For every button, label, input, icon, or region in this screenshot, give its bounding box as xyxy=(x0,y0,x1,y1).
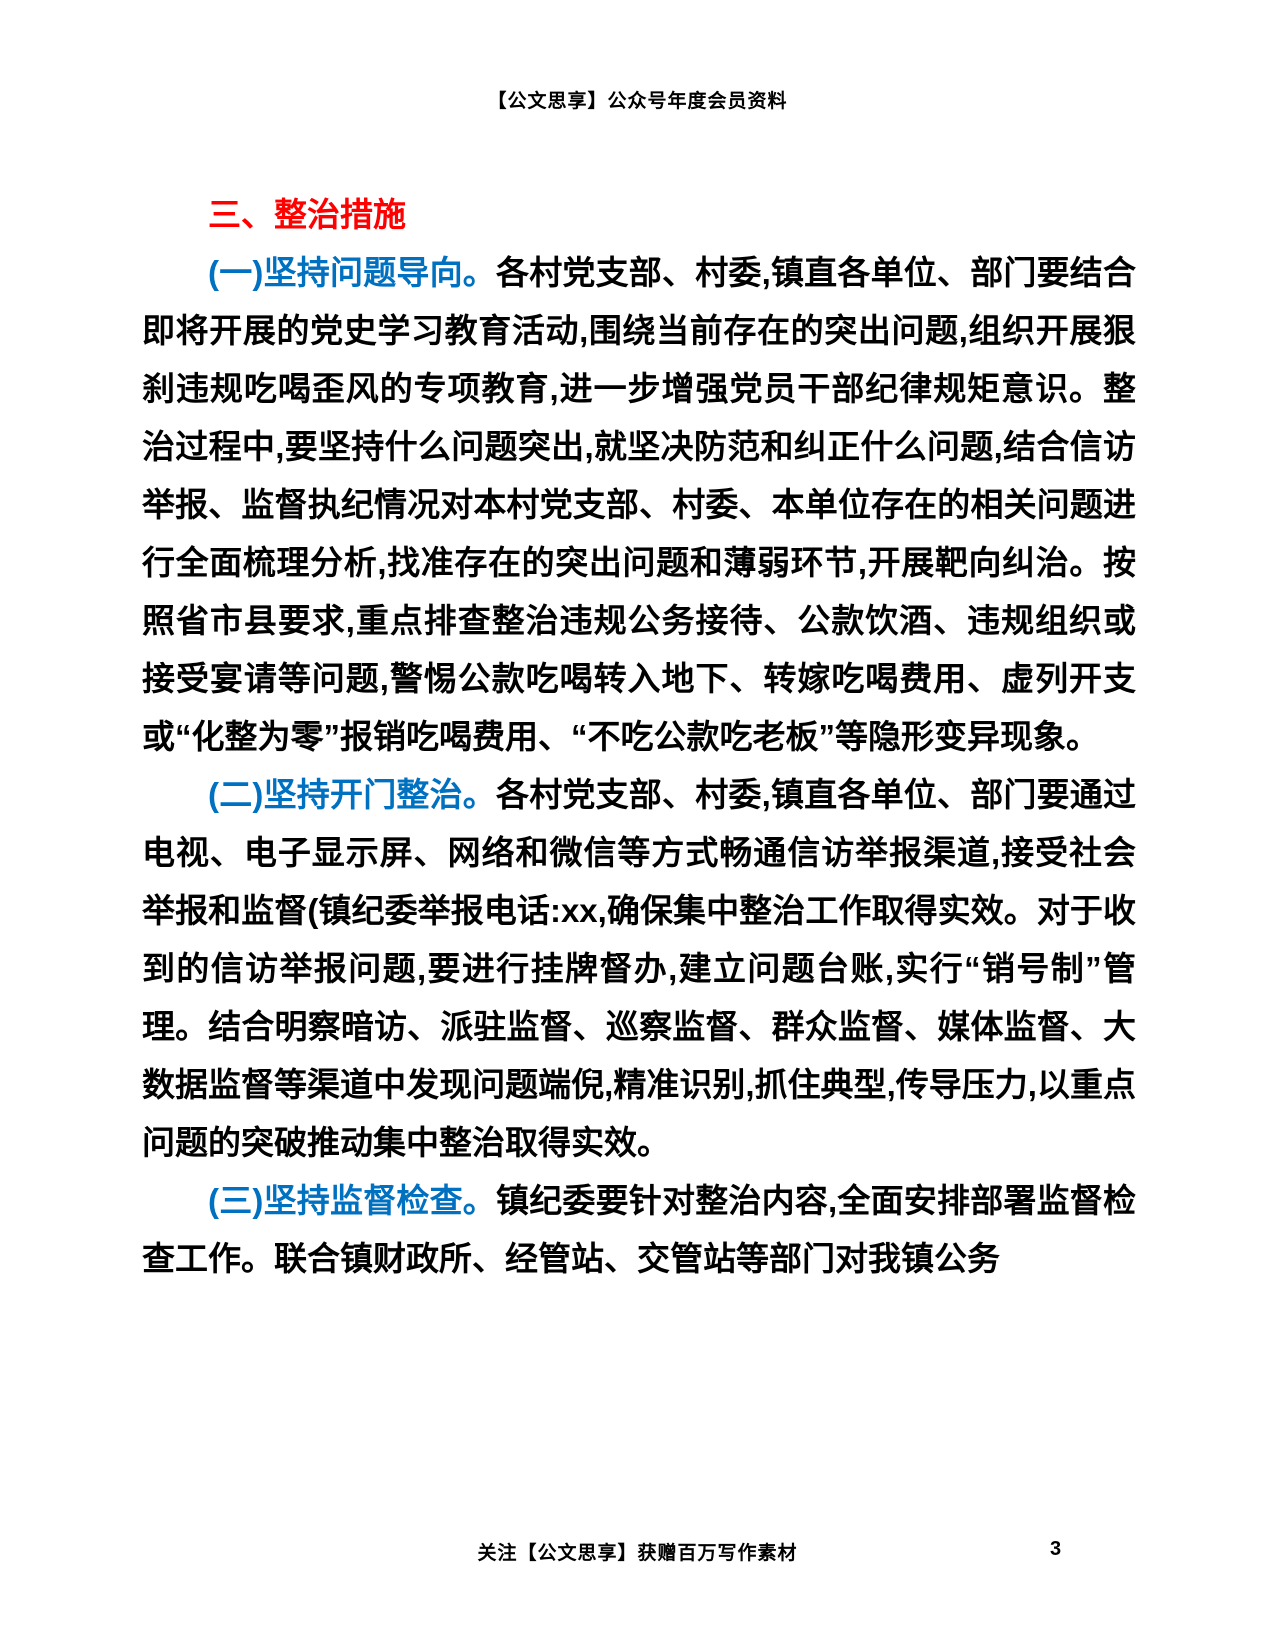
paragraph: (三)坚持监督检查。镇纪委要针对整治内容,全面安排部署监督检查工作。联合镇财政所… xyxy=(142,1172,1136,1288)
paragraph-lead: (二)坚持开门整治。 xyxy=(208,776,496,813)
paragraph: (一)坚持问题导向。各村党支部、村委,镇直各单位、部门要结合即将开展的党史学习教… xyxy=(142,244,1136,766)
paragraph-body: 各村党支部、村委,镇直各单位、部门要结合即将开展的党史学习教育活动,围绕当前存在… xyxy=(142,254,1136,755)
paragraph-lead: (一)坚持问题导向。 xyxy=(208,254,496,291)
paragraph-body: 镇纪委要针对整治内容,全面安排部署监督检查工作。联合镇财政所、经管站、交管站等部… xyxy=(142,1182,1136,1277)
paragraph: (二)坚持开门整治。各村党支部、村委,镇直各单位、部门要通过电视、电子显示屏、网… xyxy=(142,766,1136,1172)
footer-text: 关注【公文思享】获赠百万写作素材 xyxy=(477,1543,798,1564)
document-body: 三、整治措施 (一)坚持问题导向。各村党支部、村委,镇直各单位、部门要结合即将开… xyxy=(142,186,1136,1288)
page-number: 3 xyxy=(1050,1538,1062,1560)
paragraph-lead: (三)坚持监督检查。 xyxy=(208,1182,496,1219)
section-heading: 三、整治措施 xyxy=(208,196,406,233)
paragraph-body: 各村党支部、村委,镇直各单位、部门要通过电视、电子显示屏、网络和微信等方式畅通信… xyxy=(142,776,1136,1161)
page-header: 【公文思享】公众号年度会员资料 xyxy=(487,91,788,112)
page-footer: 关注【公文思享】获赠百万写作素材 3 xyxy=(0,1538,1275,1568)
